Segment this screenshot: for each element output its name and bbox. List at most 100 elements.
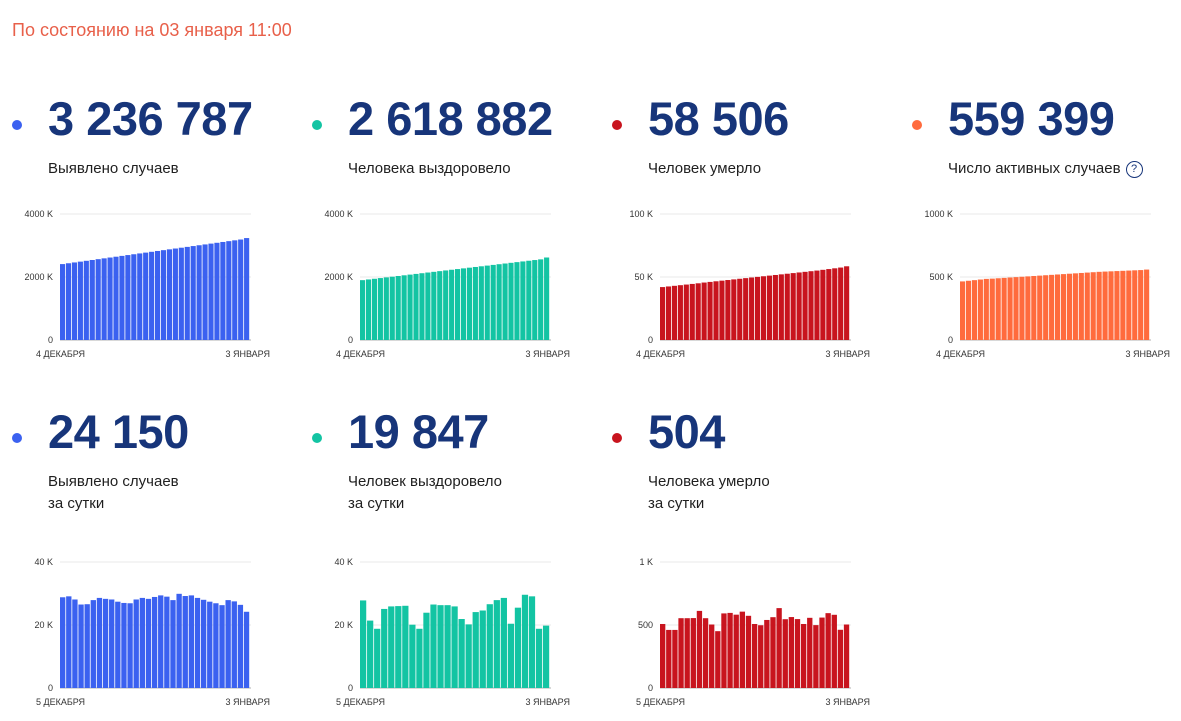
chart-bar (538, 259, 544, 340)
chart-bar (737, 278, 743, 340)
stat-value: 3 236 787 (48, 92, 253, 145)
chart-bar (60, 597, 66, 688)
chart: 0 2000 K 4000 K 4 ДЕКАБРЯ 3 ЯНВАРЯ (324, 209, 570, 359)
chart-bar (1072, 273, 1078, 340)
chart-bar (170, 600, 176, 688)
chart-bar (455, 269, 461, 340)
chart: 0 20 K 40 K 5 ДЕКАБРЯ 3 ЯНВАРЯ (34, 557, 270, 707)
chart-bar (196, 245, 202, 340)
chart-bar (1013, 277, 1019, 340)
x-end-label: 3 ЯНВАРЯ (825, 349, 870, 359)
bullet-dot-icon (912, 120, 922, 130)
question-circle-icon[interactable]: ? (1125, 161, 1143, 178)
chart-bar (831, 614, 837, 688)
bullet-dot-icon (12, 120, 22, 130)
chart-bar (102, 598, 109, 688)
chart-bar (137, 253, 143, 340)
chart-bar (739, 611, 746, 688)
chart-bar (709, 624, 715, 688)
as-of-timestamp: По состоянию на 03 января 11:00 (12, 20, 292, 40)
x-end-label: 3 ЯНВАРЯ (525, 697, 570, 707)
x-end-label: 3 ЯНВАРЯ (825, 697, 870, 707)
y-tick-label: 1000 K (924, 209, 953, 219)
chart-bar (521, 594, 529, 688)
chart-bar (796, 272, 802, 340)
chart-bar (689, 283, 695, 340)
chart-bar (544, 257, 550, 340)
chart-bar (402, 605, 409, 688)
chart-bar (794, 619, 801, 688)
chart-bar (1108, 271, 1114, 340)
stat-card: 559 399 Число активных случаев? 0 500 K 1000… (912, 92, 1181, 392)
chart-bar (437, 605, 444, 688)
chart-bar (451, 606, 458, 688)
chart-bar (72, 599, 78, 688)
bullet-dot-icon (12, 433, 22, 443)
chart-bar (360, 600, 367, 688)
chart-bar (131, 254, 137, 340)
stat-value: 19 847 (348, 405, 489, 458)
stat-label-line-2: за сутки (348, 495, 405, 512)
chart-bar (745, 615, 752, 688)
chart-bar (449, 269, 455, 340)
chart-bar (837, 629, 844, 688)
x-start-label: 4 ДЕКАБРЯ (336, 349, 385, 359)
stat-label: Человек выздоровело за сутки (348, 471, 502, 515)
chart-bar (479, 610, 486, 688)
stat-card: 3 236 787 Выявлено случаев 0 2000 K 4000 K 4 … (12, 92, 282, 392)
chart-bar (444, 605, 451, 688)
chart-bar (755, 276, 761, 340)
y-tick-label: 20 K (34, 620, 53, 630)
stat-label-line: Человек умерло (648, 160, 762, 177)
chart-bar (814, 270, 820, 340)
chart-bar (158, 595, 164, 688)
chart-bar (214, 242, 220, 340)
chart-bar (109, 599, 115, 688)
chart: 0 50 K 100 K 4 ДЕКАБРЯ 3 ЯНВАРЯ (629, 209, 870, 359)
y-tick-label: 50 K (634, 272, 653, 282)
chart-bar (721, 613, 727, 688)
chart-bar (425, 272, 431, 340)
chart-bar (472, 612, 479, 688)
y-tick-label: 500 K (929, 272, 953, 282)
chart-bar (78, 604, 84, 688)
y-tick-label: 0 (948, 335, 953, 345)
chart-bar (1007, 277, 1013, 340)
chart-bar (101, 258, 107, 340)
y-tick-label: 4000 K (324, 209, 353, 219)
stat-label-line: Выявлено случаев (48, 160, 179, 177)
chart-bar (507, 623, 515, 688)
chart-bar (1096, 271, 1102, 340)
bullet-dot-icon (312, 433, 322, 443)
chart-bar (1126, 270, 1132, 340)
chart-bar (690, 618, 696, 688)
x-end-label: 3 ЯНВАРЯ (225, 697, 270, 707)
chart-bar (819, 617, 825, 688)
chart-bar (389, 276, 395, 340)
chart-bar (500, 597, 507, 688)
chart-bar (1132, 270, 1138, 340)
chart-bar (808, 271, 814, 340)
chart-bar (96, 597, 103, 688)
chart-bar (60, 264, 66, 340)
chart-bar (151, 596, 158, 688)
chart-bar (715, 631, 721, 688)
chart-bar (678, 618, 684, 688)
stat-label: Человек умерло (648, 158, 761, 180)
y-tick-label: 40 K (334, 557, 353, 567)
chart-bar (188, 595, 195, 688)
chart-bar (416, 628, 423, 688)
chart-bar (208, 243, 214, 340)
bullet-dot-icon (312, 120, 322, 130)
chart-bar (207, 601, 213, 688)
chart-bar (496, 264, 502, 340)
chart-bar (743, 278, 749, 340)
chart-bar (696, 610, 703, 688)
y-tick-label: 0 (348, 683, 353, 693)
chart-bar (90, 600, 96, 688)
chart-bar (960, 281, 966, 340)
chart-bar (115, 601, 121, 688)
x-start-label: 5 ДЕКАБРЯ (36, 697, 85, 707)
chart-bar (1102, 271, 1108, 340)
chart-bar (1031, 275, 1037, 340)
